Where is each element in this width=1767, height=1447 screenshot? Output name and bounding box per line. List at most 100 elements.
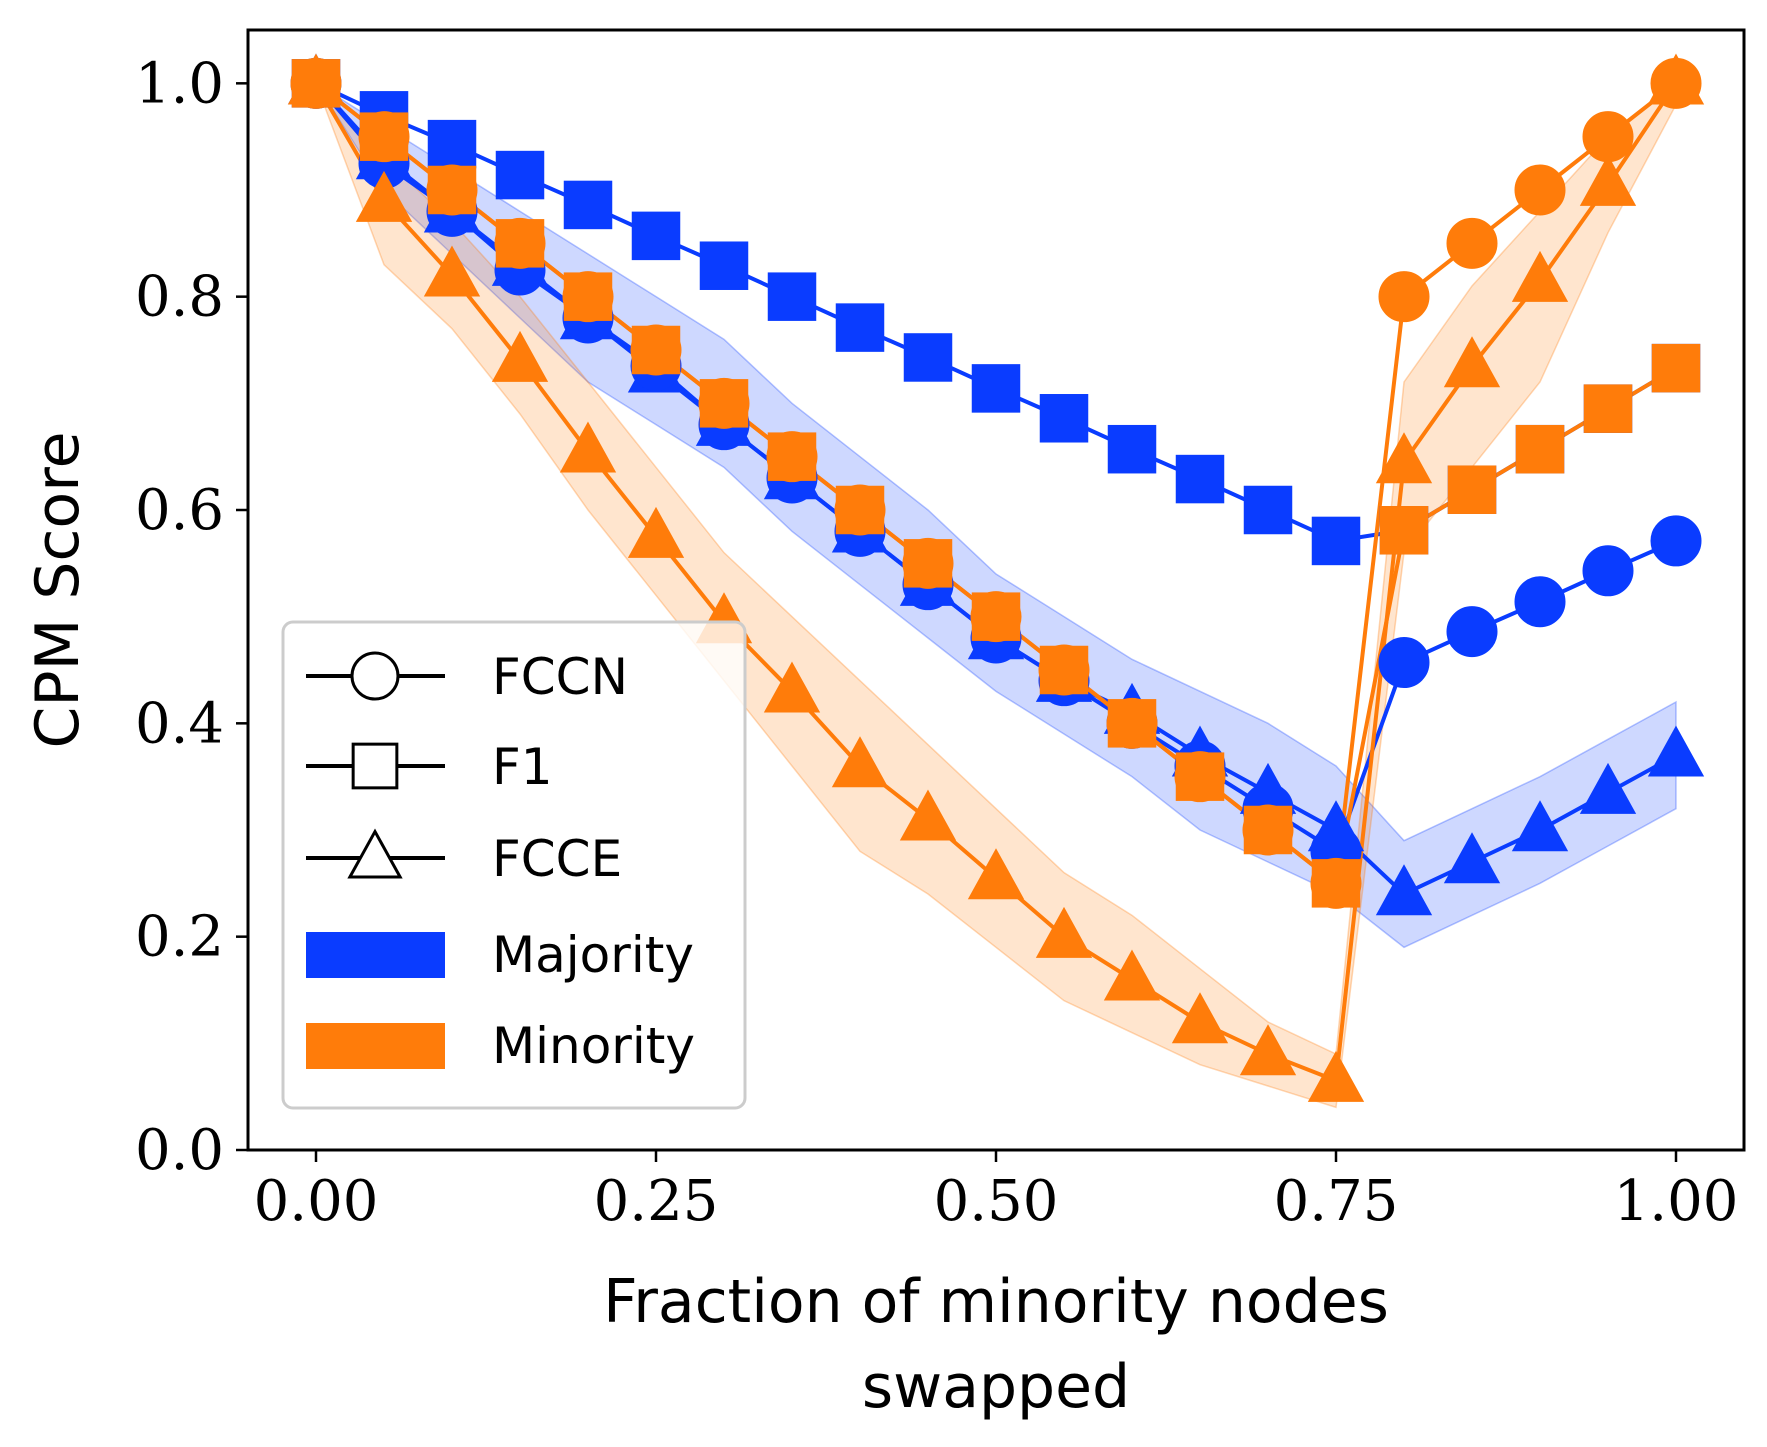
point-f1-minority <box>767 432 817 481</box>
point-f1-minority <box>1515 424 1565 474</box>
point-fcce-minority <box>1307 1050 1365 1102</box>
legend-label: Majority <box>492 926 694 984</box>
point-fccn-minority <box>1650 57 1702 109</box>
y-axis-ticks: 0.0 0.2 0.4 0.6 0.8 1.0 <box>135 51 248 1183</box>
legend-marker-triangle-icon <box>347 828 403 879</box>
point-fcce-minority <box>423 245 481 297</box>
point-f1-majority <box>427 119 477 169</box>
point-fcce-minority <box>355 170 413 222</box>
point-fcce-minority <box>491 330 549 382</box>
point-f1-majority <box>767 272 817 321</box>
point-f1-majority <box>971 364 1021 413</box>
point-fccn-majority <box>1514 576 1566 628</box>
point-fccn-majority <box>1378 637 1430 689</box>
point-fcce-minority <box>1171 992 1229 1044</box>
point-fcce-minority <box>1103 949 1161 1001</box>
point-fcce-minority <box>763 661 821 713</box>
y-tick-label: 0.8 <box>135 265 224 330</box>
point-f1-minority <box>1651 343 1701 393</box>
legend-box <box>281 620 747 1110</box>
point-f1-majority <box>835 303 885 352</box>
point-f1-minority <box>1243 805 1293 855</box>
point-f1-minority <box>699 379 749 428</box>
point-f1-majority <box>563 180 613 230</box>
point-f1-majority <box>699 241 749 290</box>
point-fcce-minority <box>899 789 957 841</box>
x-tick-label: 0.00 <box>254 1169 379 1234</box>
legend-entry-fccn: FCCN <box>306 648 628 706</box>
point-fcce-majority <box>1647 725 1705 777</box>
point-fccn-majority <box>1582 545 1634 597</box>
x-tick-label: 0.25 <box>594 1169 719 1234</box>
x-tick-label: 0.50 <box>934 1169 1059 1234</box>
point-f1-minority <box>495 219 545 268</box>
x-tick-label: 0.75 <box>1274 1169 1399 1234</box>
point-f1-minority <box>1447 465 1497 514</box>
plot-area <box>287 53 1705 1109</box>
y-axis-label: CPM Score <box>23 432 93 749</box>
point-f1-minority <box>1175 752 1225 801</box>
point-fcce-minority <box>1579 154 1637 206</box>
legend-label: F1 <box>492 738 553 796</box>
point-f1-minority <box>835 485 885 535</box>
point-f1-majority <box>631 211 681 261</box>
legend-swatch-majority <box>306 932 445 978</box>
point-f1-minority <box>1107 699 1157 748</box>
point-f1-majority <box>495 150 545 200</box>
point-f1-minority <box>1379 506 1429 555</box>
y-tick-label: 0.0 <box>135 1118 224 1183</box>
point-fcce-majority <box>1511 800 1569 852</box>
point-f1-minority <box>427 165 477 215</box>
point-fcce-majority <box>1375 864 1433 916</box>
point-fcce-minority <box>559 421 617 473</box>
point-fcce-majority <box>1443 832 1501 884</box>
legend-label: Minority <box>492 1017 695 1075</box>
point-f1-majority <box>1243 485 1293 535</box>
point-f1-minority <box>1039 645 1089 695</box>
legend-entry-minority: Minority <box>306 1017 695 1075</box>
x-tick-label: 1.00 <box>1614 1169 1739 1234</box>
point-fcce-minority <box>1443 336 1501 388</box>
point-fccn-majority <box>1446 606 1498 658</box>
point-fcce-minority <box>831 736 889 788</box>
point-fccn-minority <box>1446 217 1498 269</box>
point-fccn-minority <box>1378 271 1430 323</box>
point-f1-minority <box>903 539 953 588</box>
legend-entry-fcce: FCCE <box>306 828 622 888</box>
legend-marker-circle-icon <box>350 651 400 701</box>
legend-label: FCCE <box>492 830 622 888</box>
point-f1-majority <box>1039 394 1089 443</box>
legend-marker-square-icon <box>351 742 399 790</box>
point-f1-majority <box>1311 516 1361 566</box>
point-fcce-minority <box>1239 1024 1297 1076</box>
x-axis-label-line-1: Fraction of minority nodes <box>603 1267 1389 1337</box>
point-f1-minority <box>631 325 681 375</box>
legend-label: FCCN <box>492 648 628 706</box>
point-f1-minority <box>359 112 409 161</box>
point-f1-minority <box>1583 384 1633 433</box>
legend-entry-f1: F1 <box>306 738 553 796</box>
point-fcce-minority <box>627 506 685 558</box>
series-markers <box>287 53 1705 1102</box>
y-tick-label: 0.6 <box>135 478 224 543</box>
y-tick-label: 1.0 <box>135 51 224 116</box>
point-fccn-majority <box>1650 515 1702 567</box>
point-fcce-minority <box>967 848 1025 900</box>
legend-swatch-minority <box>306 1023 445 1069</box>
point-f1-minority <box>1311 859 1361 908</box>
point-fccn-minority <box>1582 111 1634 163</box>
point-f1-minority <box>291 59 341 108</box>
x-axis-label-line-2: swapped <box>862 1352 1130 1422</box>
y-tick-label: 0.4 <box>135 691 224 756</box>
point-f1-minority <box>971 592 1021 641</box>
point-fcce-majority <box>1579 762 1637 814</box>
point-fcce-minority <box>1035 906 1093 958</box>
point-fcce-minority <box>1375 432 1433 484</box>
point-fcce-minority <box>1511 250 1569 302</box>
y-tick-label: 0.2 <box>135 905 224 970</box>
x-axis-ticks: 0.00 0.25 0.50 0.75 1.00 <box>254 1150 1739 1234</box>
legend-entry-majority: Majority <box>306 926 694 984</box>
point-f1-majority <box>1107 424 1157 474</box>
point-f1-majority <box>1175 454 1225 504</box>
